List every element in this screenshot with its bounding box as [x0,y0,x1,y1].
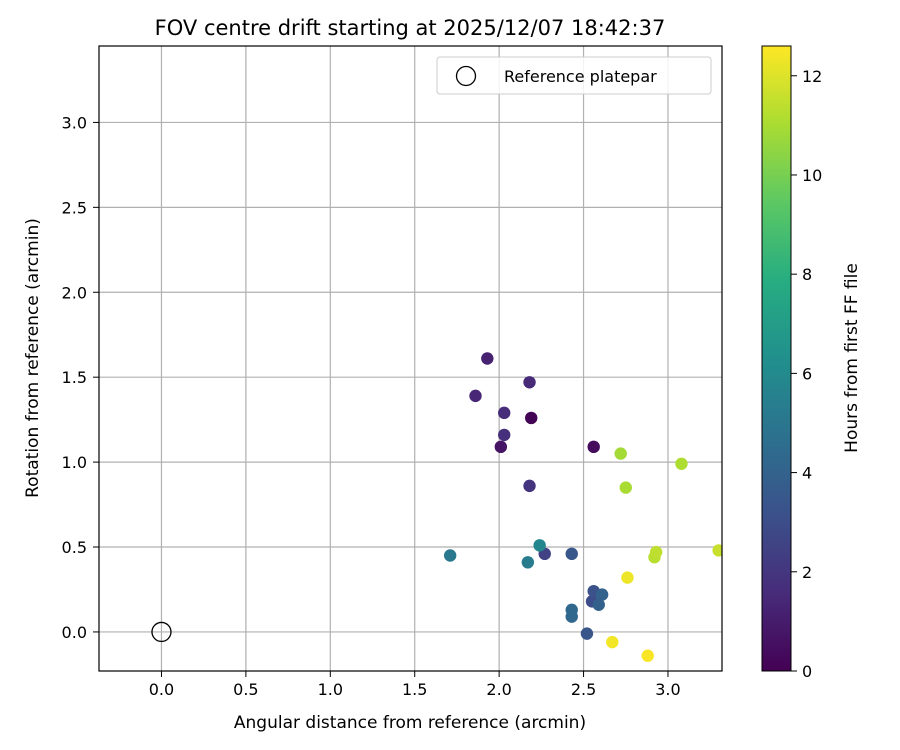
data-point [494,440,508,454]
y-tick-label: 3.0 [62,113,87,132]
y-tick-label: 0.5 [62,538,87,557]
data-point [649,545,663,559]
legend: Reference platepar [436,56,712,95]
colorbar-tick-label: 6 [802,364,812,383]
colorbar-gradient [762,46,791,671]
colorbar-tick-label: 8 [802,265,812,284]
x-axis-ticks: 0.0 0.5 1.0 1.5 2.0 2.5 3.0 [149,671,681,699]
y-tick-label: 1.0 [62,453,87,472]
y-tick-label: 2.5 [62,198,87,217]
x-tick-label: 1.5 [402,680,427,699]
colorbar-tick-label: 4 [802,464,812,483]
data-point [712,544,722,557]
data-point [525,411,538,425]
colorbar-label: Hours from first FF file [842,263,862,453]
reference-platepar-marker [151,621,172,643]
legend-entry-reference-platepar: Reference platepar [504,67,657,86]
x-tick-label: 1.0 [318,680,343,699]
gridlines [99,46,722,671]
x-tick-label: 3.0 [655,680,680,699]
chart-title: FOV centre drift starting at 2025/12/07 … [155,16,666,40]
data-point [565,547,578,561]
data-point [587,440,600,454]
data-point [675,457,688,470]
y-tick-label: 1.5 [62,368,87,387]
data-point [580,627,594,640]
data-point [565,603,578,617]
colorbar-tick-label: 12 [802,67,822,86]
x-tick-label: 2.0 [486,680,511,699]
data-point [521,556,535,569]
data-point [498,428,511,442]
colorbar-ticks: 0 2 4 6 8 10 12 [791,67,822,681]
colorbar: 0 2 4 6 8 10 12 Hours from first FF file [761,45,862,681]
colorbar-frame [761,45,792,672]
plot-frame [98,45,723,672]
data-point [595,588,609,601]
y-tick-label: 2.0 [62,283,87,302]
x-axis-label: Angular distance from reference (arcmin) [234,713,586,733]
data-point [641,649,654,662]
data-point [481,352,494,365]
legend-reference-marker [455,65,477,87]
data-point [498,406,511,420]
data-point [592,598,605,611]
data-point [606,635,619,649]
data-point [621,571,634,584]
colorbar-tick-label: 10 [802,166,822,185]
data-point [523,479,536,493]
x-tick-label: 0.0 [149,680,174,699]
x-tick-label: 2.5 [571,680,596,699]
data-point [614,447,627,460]
x-tick-label: 0.5 [233,680,258,699]
data-point [469,389,482,403]
data-point [533,539,546,552]
reference-marker-group [151,621,172,643]
legend-box [436,56,712,95]
y-tick-label: 0.0 [62,623,87,642]
data-point [619,481,632,494]
y-axis-label: Rotation from reference (arcmin) [23,218,43,498]
y-axis-ticks: 0.0 0.5 1.0 1.5 2.0 2.5 3.0 [62,113,99,642]
colorbar-tick-label: 0 [802,662,812,681]
data-points [443,352,722,662]
data-point [443,549,457,562]
colorbar-tick-label: 2 [802,563,812,582]
data-point [523,376,536,389]
